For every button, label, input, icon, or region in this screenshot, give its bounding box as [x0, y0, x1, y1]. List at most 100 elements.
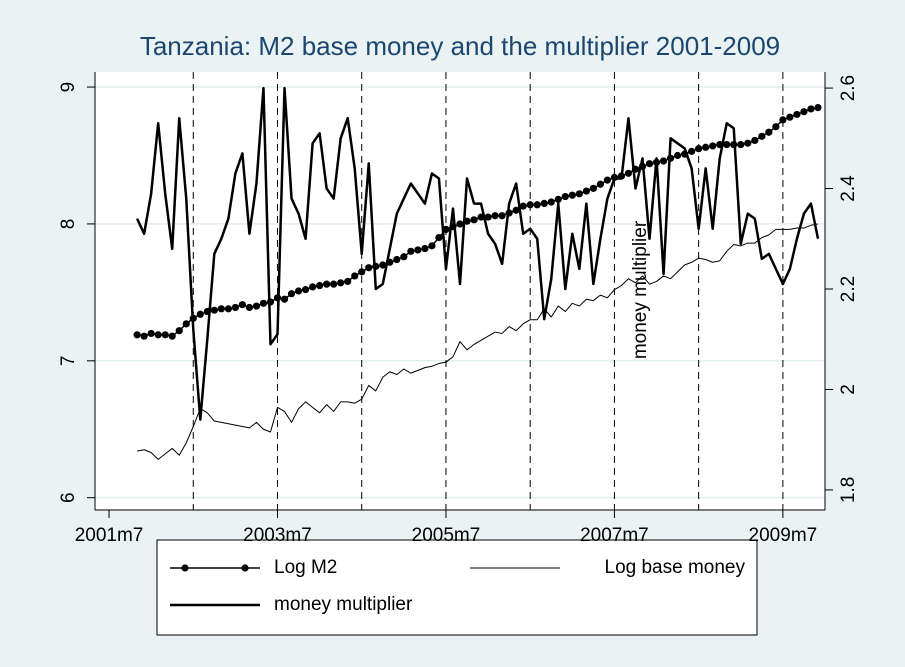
series-marker	[512, 206, 520, 214]
series-marker	[582, 187, 590, 195]
series-marker	[231, 303, 239, 312]
series-marker	[540, 199, 548, 207]
series-marker	[793, 110, 801, 119]
series-marker	[217, 305, 225, 313]
x-tick-label: 2001m7	[75, 525, 144, 546]
series-marker	[301, 286, 310, 294]
series-marker	[491, 212, 499, 220]
series-marker	[786, 113, 794, 121]
series-marker	[744, 139, 752, 147]
series-marker	[596, 180, 604, 188]
legend-label: Log M2	[274, 557, 337, 578]
series-marker	[526, 201, 534, 209]
x-tick-label: 2009m7	[749, 525, 818, 546]
legend-marker	[181, 564, 189, 572]
series-marker	[807, 105, 815, 113]
series-marker	[358, 268, 366, 276]
series-marker	[133, 331, 141, 339]
series-marker	[323, 280, 331, 288]
series-marker	[379, 261, 387, 269]
y2-tick-label: 2.4	[838, 175, 859, 202]
series-marker	[498, 212, 506, 220]
series-marker	[688, 147, 696, 155]
y2-tick-label: 2	[838, 384, 859, 395]
series-marker	[351, 272, 359, 280]
series-marker	[245, 303, 254, 312]
series-marker	[484, 213, 492, 221]
annotation: money multiplier	[630, 220, 651, 359]
series-marker	[414, 246, 422, 254]
series-marker	[470, 216, 478, 224]
series-marker	[575, 190, 583, 198]
series-marker	[547, 198, 555, 206]
series-marker	[210, 306, 218, 314]
series-marker	[147, 329, 155, 338]
legend-label: money multiplier	[274, 594, 413, 615]
y-tick-label: 9	[58, 82, 79, 93]
series-marker	[702, 143, 710, 151]
series-marker	[337, 279, 345, 287]
series-marker	[645, 160, 654, 168]
series-marker	[294, 287, 303, 295]
series-marker	[533, 201, 541, 209]
y-tick-label: 6	[58, 492, 79, 503]
x-tick-label: 2003m7	[243, 525, 312, 546]
series-marker	[765, 128, 773, 136]
series-marker	[428, 242, 436, 250]
chart-title: Tanzania: M2 base money and the multipli…	[140, 31, 780, 61]
series-marker	[140, 332, 148, 340]
series-marker	[772, 123, 780, 131]
legend-label: Log base money	[605, 557, 746, 578]
series-marker	[554, 195, 562, 203]
series-marker	[751, 136, 759, 145]
legend-marker	[241, 564, 249, 572]
x-tick-label: 2007m7	[580, 525, 649, 546]
series-marker	[779, 116, 787, 124]
series-marker	[435, 234, 443, 242]
y-tick-label: 7	[58, 356, 79, 367]
series-marker	[330, 280, 338, 288]
series-marker	[393, 255, 401, 264]
series-marker	[603, 176, 612, 184]
series-marker	[252, 302, 261, 310]
series-marker	[421, 244, 429, 253]
y2-tick-label: 2.2	[838, 276, 859, 302]
y2-tick-label: 1.8	[838, 477, 859, 503]
series-marker	[280, 295, 289, 303]
series-marker	[175, 327, 183, 335]
x-tick-label: 2005m7	[412, 525, 481, 546]
series-marker	[456, 220, 464, 228]
series-marker	[154, 331, 162, 339]
y2-tick-label: 2.6	[838, 75, 859, 101]
series-marker	[568, 191, 576, 199]
series-marker	[161, 331, 169, 339]
series-marker	[238, 301, 247, 309]
series-line	[135, 86, 820, 421]
y-tick-label: 8	[58, 219, 79, 230]
series-marker	[561, 192, 569, 201]
series-marker	[407, 247, 415, 255]
series-marker	[695, 145, 703, 153]
plot-area	[95, 72, 825, 510]
series-marker	[758, 132, 766, 140]
series-marker	[182, 320, 190, 328]
series-marker	[673, 151, 682, 160]
series-marker	[316, 281, 324, 290]
series-marker	[624, 169, 633, 177]
series-marker	[723, 140, 731, 149]
series-marker	[287, 290, 296, 298]
series-marker	[168, 332, 176, 340]
series-marker	[400, 253, 408, 261]
series-marker	[365, 264, 373, 272]
legend	[156, 539, 758, 636]
series-marker	[224, 305, 232, 313]
series-marker	[259, 299, 268, 307]
series-marker	[589, 184, 597, 192]
series-marker	[814, 103, 822, 112]
series-marker	[344, 277, 352, 286]
series-marker	[308, 283, 317, 291]
series-marker	[800, 108, 808, 116]
series-line	[137, 223, 819, 460]
series-marker	[737, 140, 745, 149]
